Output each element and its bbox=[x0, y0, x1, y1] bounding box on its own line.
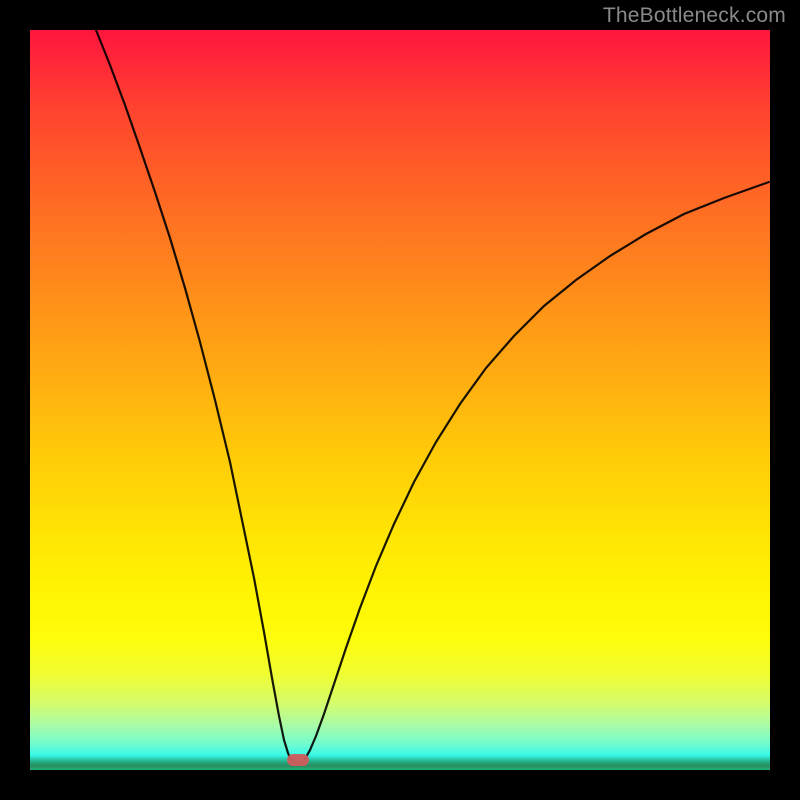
curve-left-branch bbox=[96, 30, 291, 760]
curve-right-branch bbox=[305, 182, 769, 759]
curve-layer bbox=[30, 30, 770, 770]
minimum-marker bbox=[287, 754, 309, 766]
watermark-text: TheBottleneck.com bbox=[603, 4, 786, 28]
